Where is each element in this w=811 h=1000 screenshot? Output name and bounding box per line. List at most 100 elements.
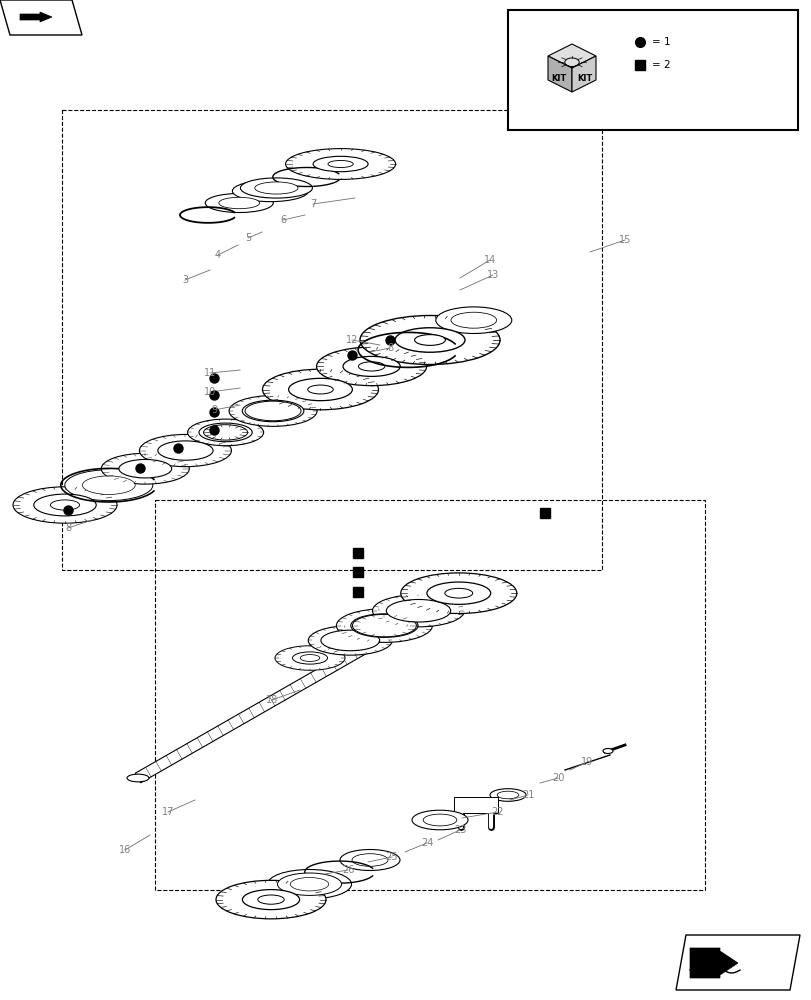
Bar [62, 110, 601, 570]
Text: 7: 7 [310, 199, 315, 209]
Polygon shape [453, 797, 497, 813]
Ellipse shape [199, 423, 252, 442]
Text: 11: 11 [204, 368, 216, 378]
Ellipse shape [316, 347, 426, 386]
Text: 15: 15 [618, 235, 630, 245]
Ellipse shape [127, 774, 148, 782]
Polygon shape [20, 12, 52, 22]
Bar [508, 10, 797, 130]
Ellipse shape [308, 626, 392, 655]
Ellipse shape [242, 400, 303, 422]
Ellipse shape [394, 328, 465, 352]
Polygon shape [689, 948, 737, 978]
Ellipse shape [307, 385, 333, 394]
Text: 8: 8 [65, 523, 71, 533]
Text: 14: 14 [483, 255, 496, 265]
Text: 6: 6 [280, 215, 285, 225]
Ellipse shape [216, 880, 325, 919]
Ellipse shape [34, 494, 96, 516]
Polygon shape [676, 935, 799, 990]
Ellipse shape [423, 814, 457, 826]
Text: 20: 20 [551, 773, 564, 783]
Ellipse shape [496, 791, 518, 799]
Text: 26: 26 [341, 865, 354, 875]
Bar [353, 587, 363, 597]
Bar [353, 567, 363, 577]
Ellipse shape [401, 573, 516, 614]
Ellipse shape [427, 582, 490, 604]
Ellipse shape [285, 149, 395, 179]
Ellipse shape [359, 316, 500, 364]
Text: 17: 17 [161, 807, 174, 817]
Ellipse shape [284, 875, 334, 893]
Text: 22: 22 [491, 807, 504, 817]
Ellipse shape [450, 312, 496, 328]
Text: 18: 18 [265, 695, 278, 705]
Ellipse shape [65, 470, 152, 501]
Ellipse shape [139, 434, 231, 467]
Text: 5: 5 [245, 233, 251, 243]
Ellipse shape [13, 487, 117, 523]
Ellipse shape [444, 588, 472, 598]
Ellipse shape [350, 614, 418, 637]
Text: 21: 21 [521, 790, 534, 800]
Ellipse shape [292, 652, 327, 664]
Ellipse shape [187, 419, 264, 446]
Ellipse shape [245, 401, 301, 421]
Ellipse shape [414, 335, 445, 345]
Ellipse shape [205, 193, 272, 213]
Ellipse shape [262, 369, 378, 410]
Text: 10: 10 [204, 387, 216, 397]
Bar [155, 500, 704, 890]
Ellipse shape [288, 378, 352, 401]
Text: 24: 24 [420, 838, 432, 848]
Ellipse shape [255, 182, 298, 194]
Ellipse shape [277, 873, 341, 895]
Ellipse shape [242, 890, 299, 910]
Polygon shape [0, 0, 82, 35]
Text: 12: 12 [345, 335, 358, 345]
Ellipse shape [267, 869, 351, 899]
Ellipse shape [204, 425, 247, 440]
Ellipse shape [603, 748, 612, 754]
Text: 3: 3 [182, 275, 188, 285]
Text: = 1: = 1 [651, 37, 670, 47]
Text: 8: 8 [387, 343, 393, 353]
Ellipse shape [101, 453, 189, 484]
Ellipse shape [247, 185, 293, 197]
Text: 23: 23 [453, 825, 466, 835]
Ellipse shape [328, 160, 353, 168]
Text: 16: 16 [118, 845, 131, 855]
Ellipse shape [229, 396, 316, 426]
Ellipse shape [290, 877, 328, 891]
Polygon shape [571, 56, 595, 92]
Text: KIT: KIT [551, 74, 566, 83]
Ellipse shape [240, 178, 312, 198]
Ellipse shape [336, 609, 432, 642]
Ellipse shape [257, 895, 284, 904]
Ellipse shape [411, 810, 467, 830]
Ellipse shape [82, 476, 135, 494]
Ellipse shape [372, 595, 464, 627]
Ellipse shape [218, 197, 260, 209]
Text: 25: 25 [385, 852, 397, 862]
Ellipse shape [300, 655, 320, 661]
Ellipse shape [436, 307, 511, 334]
Ellipse shape [50, 500, 79, 510]
Ellipse shape [352, 614, 416, 637]
Ellipse shape [342, 356, 400, 376]
Ellipse shape [489, 789, 526, 801]
Ellipse shape [232, 180, 308, 202]
Ellipse shape [275, 646, 345, 670]
Bar [353, 548, 363, 558]
Ellipse shape [320, 630, 380, 651]
Ellipse shape [358, 362, 384, 371]
Ellipse shape [313, 156, 367, 172]
Ellipse shape [351, 854, 388, 866]
Polygon shape [547, 56, 571, 92]
Ellipse shape [340, 849, 400, 870]
Ellipse shape [118, 459, 171, 478]
Text: 4: 4 [215, 250, 221, 260]
Ellipse shape [157, 441, 212, 460]
Polygon shape [135, 643, 367, 783]
